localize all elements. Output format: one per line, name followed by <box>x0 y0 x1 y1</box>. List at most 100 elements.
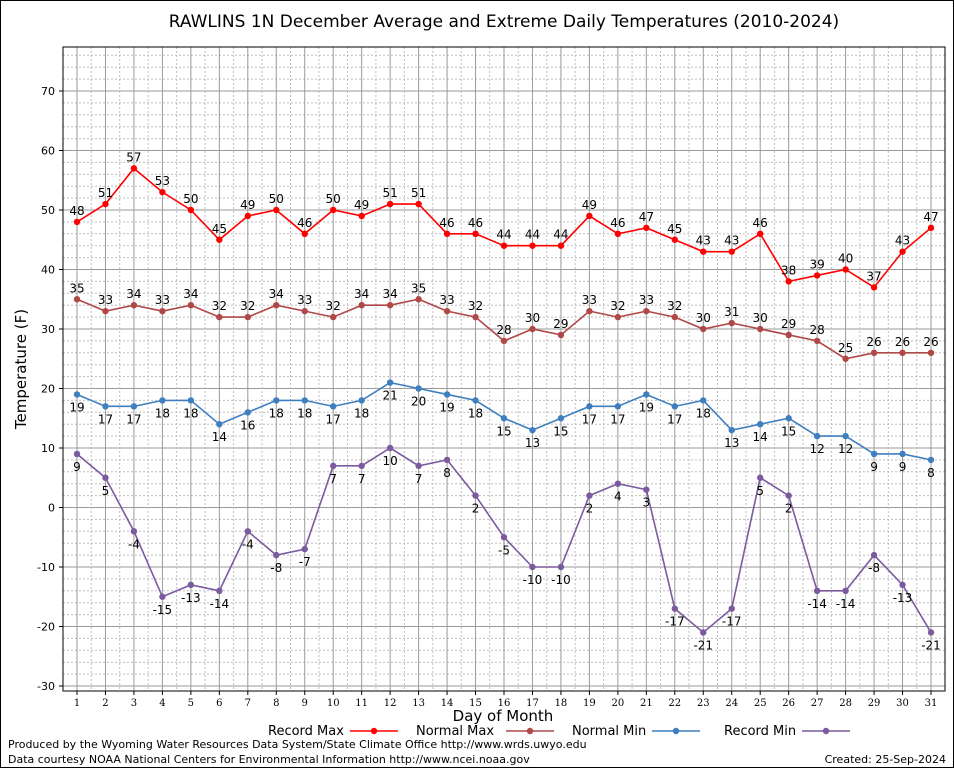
data-label-record-min: -8 <box>868 561 880 575</box>
data-label-normal-max: 28 <box>496 323 511 337</box>
data-point-record-max <box>244 212 251 220</box>
data-point-record-min <box>443 456 451 464</box>
data-point-record-min <box>557 563 565 571</box>
data-label-record-max: 45 <box>667 222 682 236</box>
data-label-record-min: 4 <box>614 490 622 504</box>
data-point-record-min <box>386 444 394 452</box>
y-tick-label: 60 <box>41 145 55 158</box>
data-label-normal-max: 33 <box>297 293 312 307</box>
data-label-normal-min: 19 <box>639 400 654 414</box>
data-label-normal-min: 18 <box>183 406 198 420</box>
data-label-record-max: 50 <box>326 192 341 206</box>
data-point-normal-min <box>728 426 735 434</box>
data-point-normal-min <box>899 450 906 458</box>
x-tick-label: 6 <box>216 698 222 709</box>
data-point-record-max <box>187 206 195 214</box>
data-label-normal-max: 26 <box>923 335 938 349</box>
data-label-normal-max: 32 <box>240 299 255 313</box>
data-label-normal-min: 18 <box>155 406 170 420</box>
data-point-record-min <box>500 534 508 541</box>
x-tick-label: 19 <box>583 698 596 709</box>
data-point-normal-min <box>472 397 479 404</box>
data-point-normal-min <box>813 432 821 440</box>
data-point-normal-min <box>330 403 337 410</box>
data-point-normal-max <box>870 349 878 356</box>
data-point-normal-min <box>870 450 878 458</box>
data-point-record-max <box>216 236 223 243</box>
data-point-normal-min <box>130 403 138 410</box>
data-label-record-min: 7 <box>358 472 366 486</box>
data-point-record-max <box>899 248 906 255</box>
x-tick-label: 21 <box>640 698 653 709</box>
data-point-record-min <box>899 581 906 589</box>
data-label-normal-max: 26 <box>895 335 910 349</box>
data-label-record-max: 43 <box>895 234 910 248</box>
data-label-record-min: 2 <box>785 502 793 516</box>
data-point-record-max <box>813 272 821 279</box>
data-point-normal-max <box>330 313 337 321</box>
data-point-record-max <box>927 224 935 232</box>
data-label-record-max: 50 <box>269 192 284 206</box>
x-tick-label: 28 <box>839 698 852 709</box>
data-label-normal-min: 17 <box>126 412 141 426</box>
data-label-normal-max: 30 <box>525 311 540 325</box>
data-point-record-min <box>757 474 764 481</box>
data-label-normal-max: 35 <box>411 281 426 295</box>
data-point-normal-min <box>586 403 593 410</box>
data-label-record-min: -15 <box>153 603 173 617</box>
data-label-record-min: -13 <box>893 591 913 605</box>
data-point-normal-min <box>301 397 308 404</box>
legend-label-record-max: Record Max <box>268 724 344 739</box>
data-point-normal-max <box>899 349 906 356</box>
data-label-record-max: 44 <box>553 228 568 242</box>
data-point-normal-max <box>529 325 536 333</box>
data-label-normal-max: 34 <box>126 287 141 301</box>
data-label-record-max: 50 <box>183 192 198 206</box>
data-point-record-max <box>472 230 479 237</box>
y-tick-label: 40 <box>41 264 55 277</box>
data-label-record-min: 5 <box>756 484 764 498</box>
data-point-record-max <box>358 212 365 220</box>
data-point-normal-max <box>130 302 138 309</box>
data-point-normal-max <box>557 331 565 339</box>
data-point-record-min <box>130 528 138 535</box>
data-label-record-min: 3 <box>643 496 651 510</box>
data-point-normal-max <box>700 325 707 333</box>
data-label-record-max: 40 <box>838 252 853 266</box>
data-label-normal-min: 16 <box>240 418 255 432</box>
data-point-normal-max <box>102 307 109 315</box>
data-point-record-min <box>842 587 849 594</box>
x-tick-label: 23 <box>697 698 710 709</box>
x-tick-label: 8 <box>273 698 279 709</box>
x-axis-label: Day of Month <box>453 707 554 725</box>
x-tick-label: 18 <box>555 698 568 709</box>
data-label-normal-min: 13 <box>525 436 540 450</box>
data-point-normal-max <box>301 307 308 315</box>
data-point-record-max <box>273 206 280 214</box>
data-label-record-max: 38 <box>781 263 796 277</box>
data-label-normal-max: 25 <box>838 341 853 355</box>
data-label-normal-min: 15 <box>553 424 568 438</box>
data-label-record-min: -21 <box>693 638 713 652</box>
x-tick-label: 5 <box>188 698 194 709</box>
data-point-record-max <box>330 206 337 214</box>
y-tick-label: 70 <box>41 85 55 98</box>
data-label-record-max: 48 <box>69 204 84 218</box>
data-point-record-max <box>785 278 792 285</box>
data-label-normal-max: 32 <box>610 299 625 313</box>
data-label-normal-max: 28 <box>809 323 824 337</box>
data-label-normal-min: 13 <box>724 436 739 450</box>
x-tick-label: 14 <box>441 698 454 709</box>
x-tick-label: 7 <box>245 698 251 709</box>
data-label-normal-min: 21 <box>382 389 397 403</box>
data-label-record-max: 51 <box>382 186 397 200</box>
data-label-normal-min: 8 <box>927 466 935 480</box>
data-point-record-min <box>330 462 337 470</box>
data-point-record-min <box>643 486 650 493</box>
data-label-normal-max: 29 <box>553 317 568 331</box>
data-label-record-min: -7 <box>299 555 311 569</box>
data-point-record-min <box>301 545 308 553</box>
data-point-record-max <box>73 218 81 226</box>
data-point-normal-max <box>757 325 764 333</box>
data-point-normal-max <box>813 337 821 345</box>
